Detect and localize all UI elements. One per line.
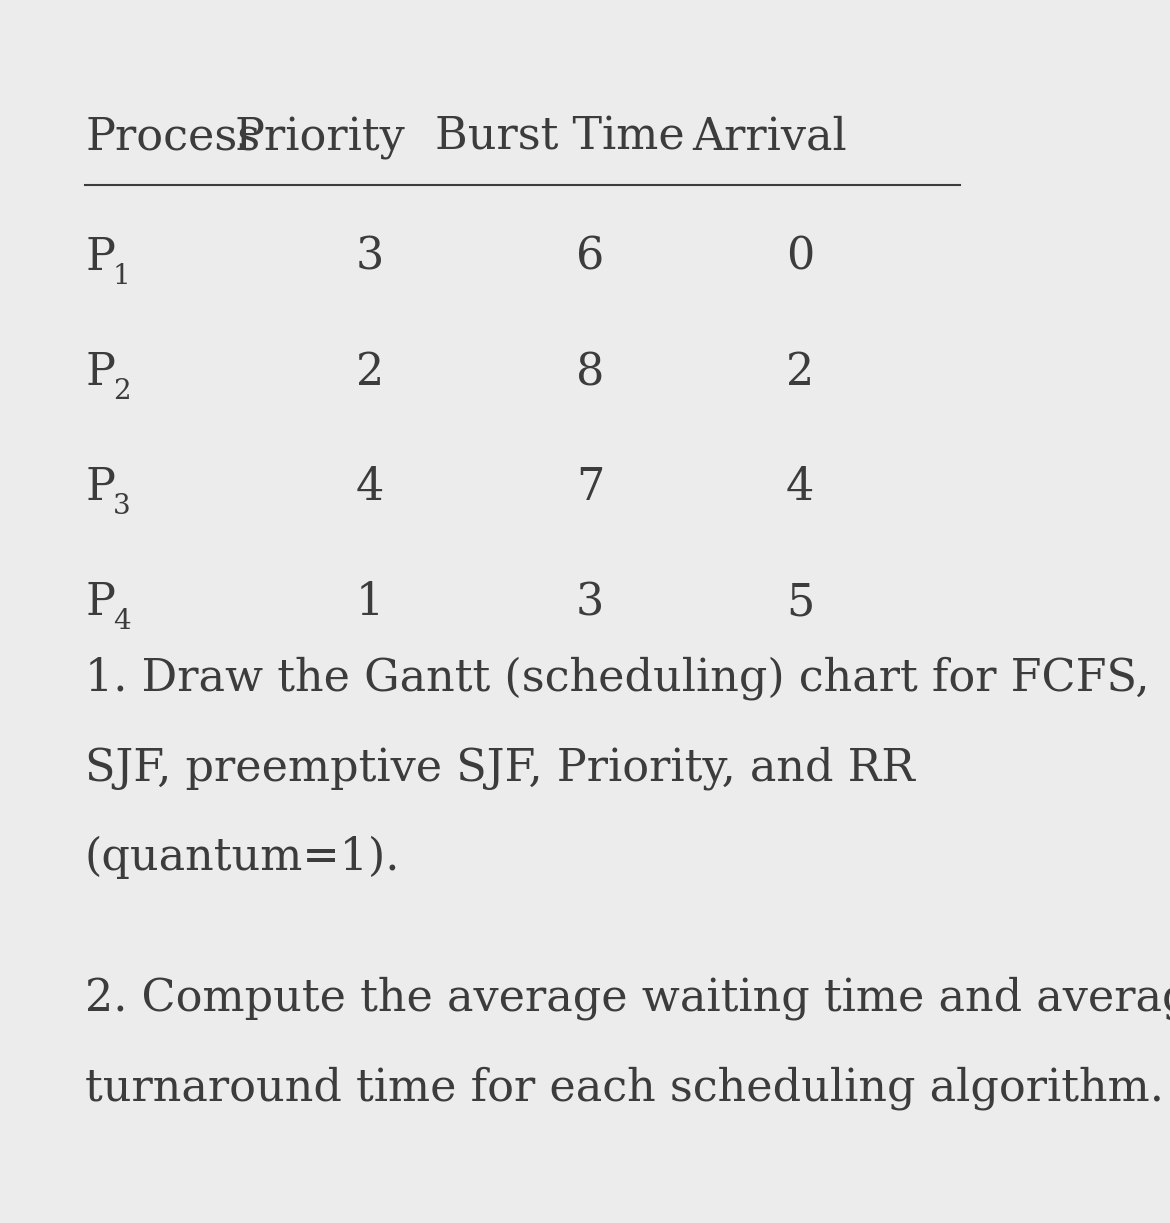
Text: P: P: [85, 351, 115, 394]
Text: Arrival: Arrival: [693, 116, 847, 159]
Text: 3: 3: [356, 236, 384, 279]
Text: P: P: [85, 236, 115, 279]
Text: Process: Process: [85, 116, 260, 159]
Text: 1: 1: [356, 581, 384, 624]
Text: 4: 4: [356, 466, 384, 509]
Text: 6: 6: [576, 236, 604, 279]
Text: 0: 0: [786, 236, 814, 279]
Text: P: P: [85, 581, 115, 624]
Text: SJF, preemptive SJF, Priority, and RR: SJF, preemptive SJF, Priority, and RR: [85, 746, 915, 790]
Text: 8: 8: [576, 351, 604, 394]
Text: Burst Time: Burst Time: [435, 116, 684, 159]
Text: 3: 3: [576, 581, 604, 624]
Text: 3: 3: [113, 493, 131, 520]
Text: (quantum=1).: (quantum=1).: [85, 835, 400, 879]
Text: 2: 2: [113, 378, 131, 405]
Text: turnaround time for each scheduling algorithm.: turnaround time for each scheduling algo…: [85, 1065, 1164, 1109]
Text: 1. Draw the Gantt (scheduling) chart for FCFS,: 1. Draw the Gantt (scheduling) chart for…: [85, 656, 1149, 700]
Text: 4: 4: [113, 608, 131, 635]
Text: 2: 2: [356, 351, 384, 394]
Text: 2: 2: [786, 351, 814, 394]
Text: 7: 7: [576, 466, 604, 509]
Text: 4: 4: [786, 466, 814, 509]
Text: 1: 1: [113, 263, 131, 290]
Text: Priority: Priority: [235, 116, 405, 159]
Text: 2. Compute the average waiting time and average: 2. Compute the average waiting time and …: [85, 976, 1170, 1020]
Text: 5: 5: [786, 581, 814, 624]
Text: P: P: [85, 466, 115, 509]
